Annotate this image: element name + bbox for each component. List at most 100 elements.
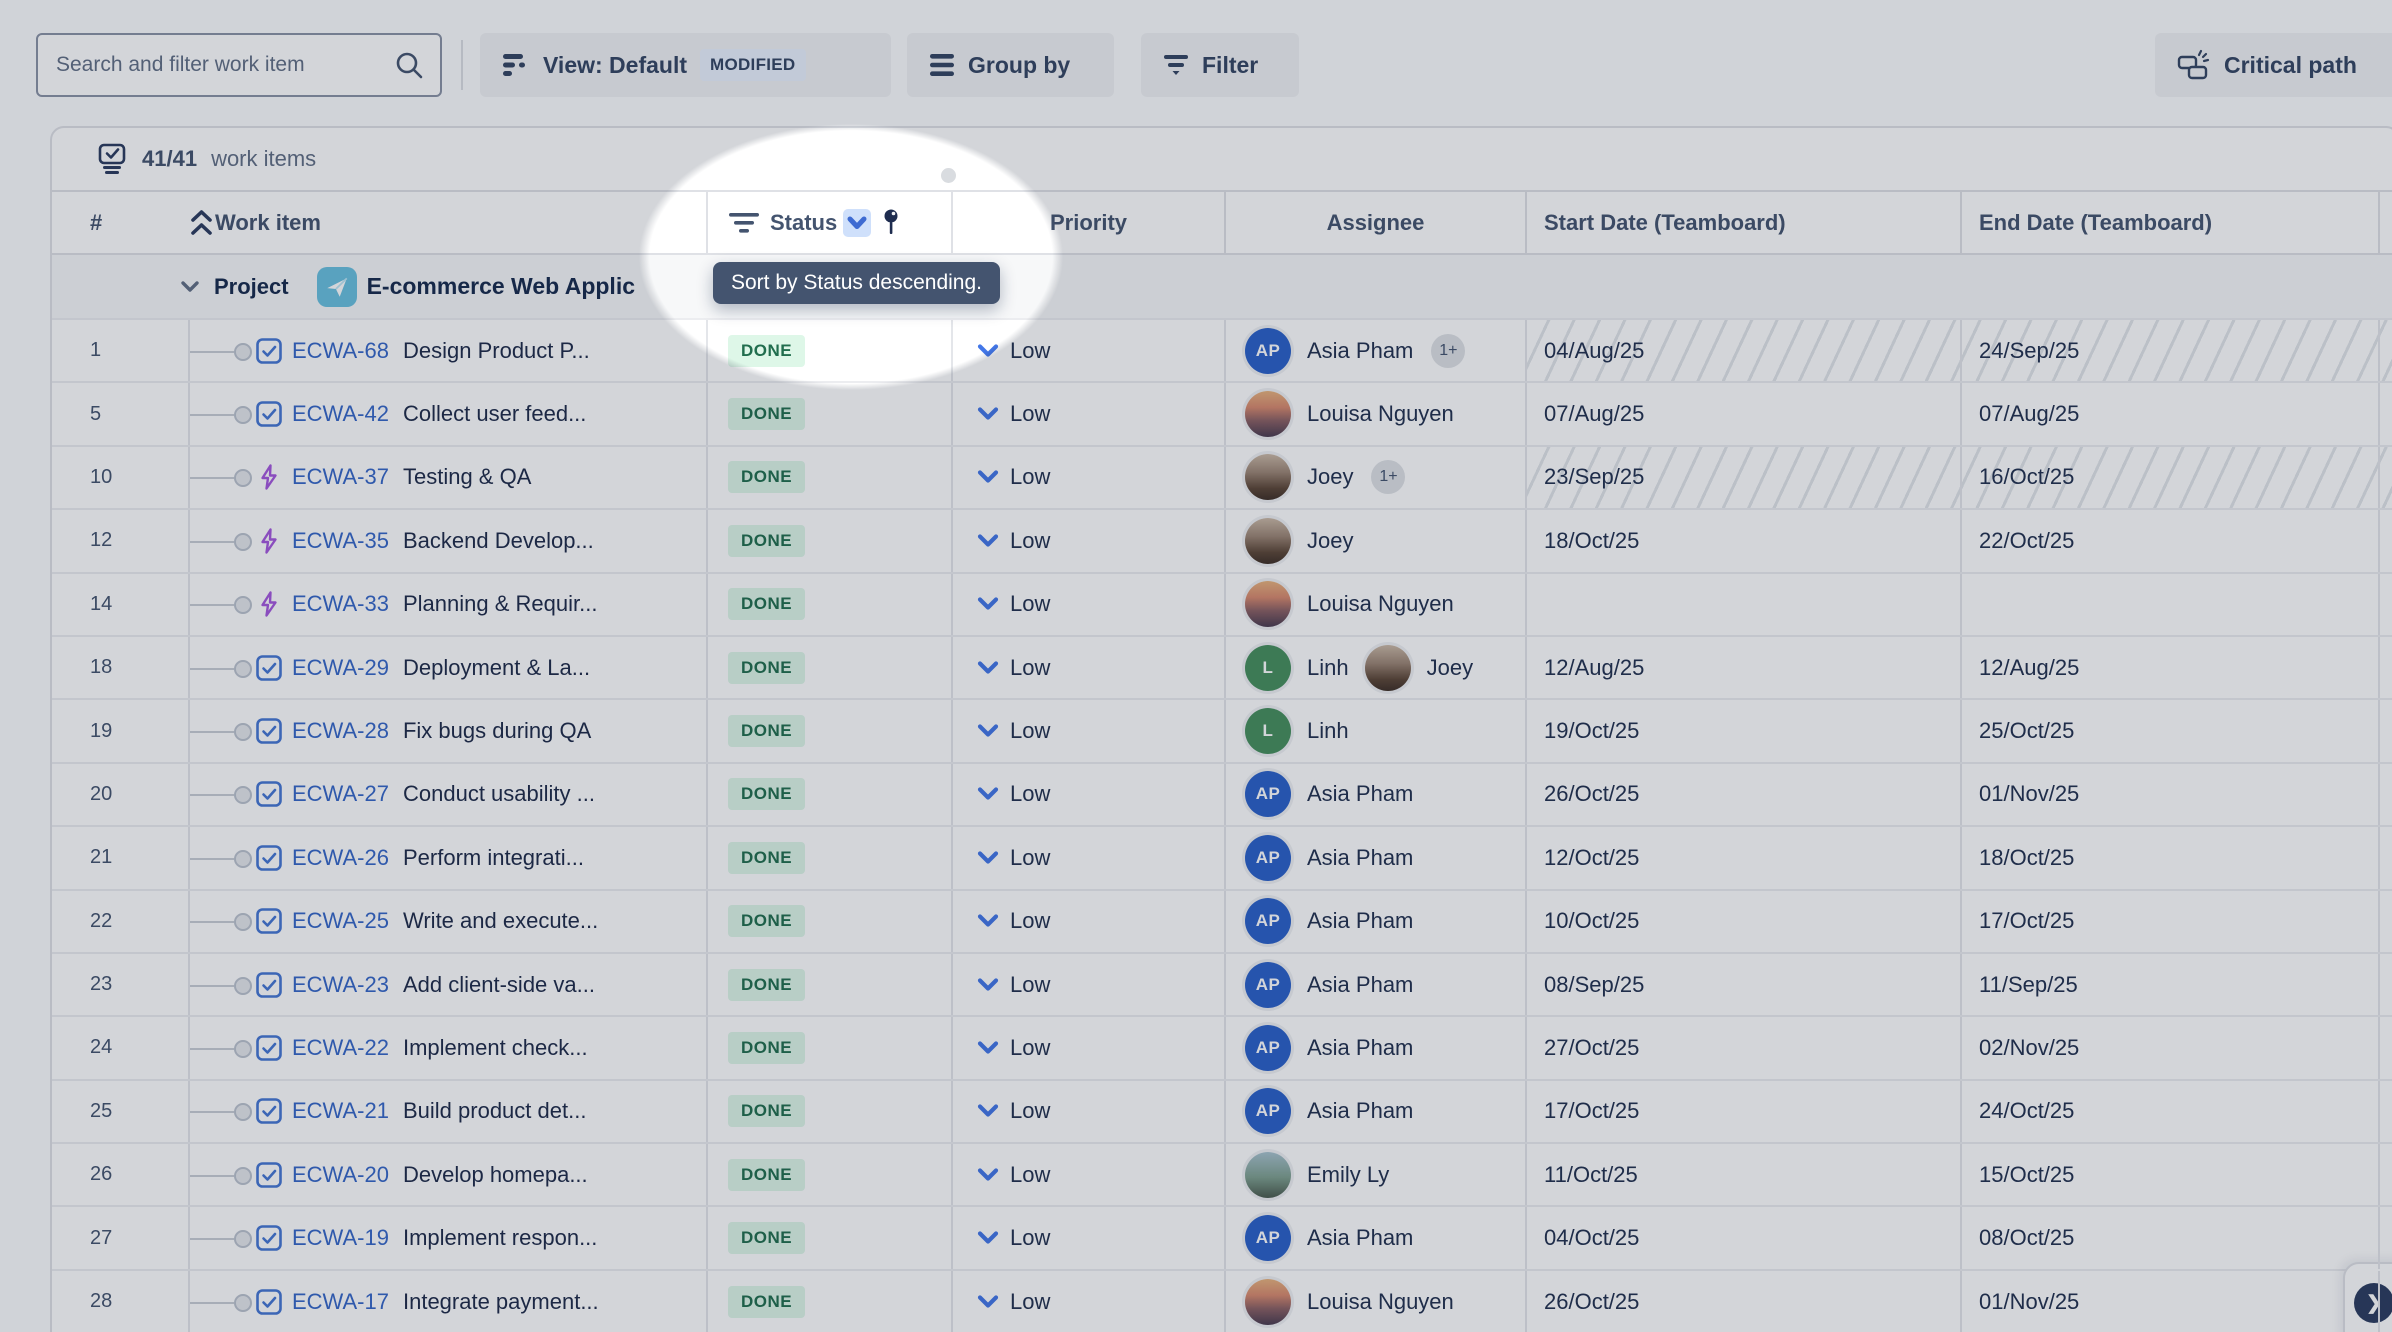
end-date-cell[interactable]: 22/Oct/25	[1960, 510, 2378, 572]
search-input[interactable]	[36, 33, 442, 97]
assignee-cell[interactable]: AP Asia Pham	[1224, 1207, 1525, 1269]
priority-cell[interactable]: Low	[951, 1207, 1224, 1269]
assignee-cell[interactable]: L Linh Joey	[1224, 636, 1525, 699]
work-item-summary[interactable]: Collect user feed...	[402, 401, 587, 427]
status-badge[interactable]: DONE	[728, 905, 806, 938]
status-badge[interactable]: DONE	[728, 1095, 806, 1128]
link-connector[interactable]	[190, 532, 252, 551]
work-item-summary[interactable]: Perform integrati...	[402, 844, 584, 870]
end-date-cell[interactable]: 08/Oct/25	[1960, 1207, 2378, 1269]
work-item-summary[interactable]: Write and execute...	[402, 908, 599, 934]
link-connector[interactable]	[190, 342, 252, 361]
link-connector[interactable]	[190, 1166, 252, 1185]
column-header-number[interactable]: #	[90, 209, 103, 235]
status-badge[interactable]: DONE	[728, 588, 806, 621]
collapse-chevron-icon[interactable]	[178, 279, 202, 295]
assignee-cell[interactable]: Louisa Nguyen	[1224, 1270, 1525, 1332]
status-badge[interactable]: DONE	[728, 1222, 806, 1255]
link-handle-icon[interactable]	[234, 1039, 252, 1058]
start-date-cell[interactable]: 17/Oct/25	[1525, 1080, 1960, 1143]
assignee-cell[interactable]: AP Asia Pham	[1224, 953, 1525, 1016]
assignee-cell[interactable]: Joey 1+	[1224, 446, 1525, 509]
start-date-cell[interactable]: 12/Oct/25	[1525, 827, 1960, 889]
status-badge[interactable]: DONE	[728, 968, 806, 1001]
link-handle-icon[interactable]	[234, 406, 252, 425]
status-badge[interactable]: DONE	[728, 841, 806, 874]
work-item-key-link[interactable]: ECWA-19	[292, 1225, 389, 1251]
group-row-project[interactable]: Project E-commerce Web Applic	[52, 255, 2392, 318]
assignee-cell[interactable]: Joey	[1224, 510, 1525, 572]
sort-descending-chip[interactable]	[843, 208, 872, 237]
end-date-cell[interactable]: 15/Oct/25	[1960, 1144, 2378, 1206]
end-date-cell[interactable]: 01/Nov/25	[1960, 763, 2378, 826]
column-header-end-date[interactable]: End Date (Teamboard)	[1960, 192, 2378, 253]
start-date-cell[interactable]: 11/Oct/25	[1525, 1144, 1960, 1206]
start-date-cell[interactable]: 18/Oct/25	[1525, 510, 1960, 572]
column-header-start-date[interactable]: Start Date (Teamboard)	[1525, 192, 1960, 253]
end-date-cell[interactable]: 25/Oct/25	[1960, 700, 2378, 762]
column-header-assignee[interactable]: Assignee	[1224, 192, 1525, 253]
assignee-cell[interactable]: AP Asia Pham	[1224, 827, 1525, 889]
link-connector[interactable]	[190, 849, 252, 868]
status-badge[interactable]: DONE	[728, 715, 806, 748]
work-item-key-link[interactable]: ECWA-28	[292, 718, 389, 744]
work-item-key-link[interactable]: ECWA-42	[292, 401, 389, 427]
start-date-cell[interactable]: 26/Oct/25	[1525, 1270, 1960, 1332]
work-item-summary[interactable]: Add client-side va...	[402, 971, 595, 997]
end-date-cell[interactable]: 24/Oct/25	[1960, 1080, 2378, 1143]
priority-cell[interactable]: Low	[951, 1144, 1224, 1206]
assignee-cell[interactable]: Emily Ly	[1224, 1144, 1525, 1206]
priority-cell[interactable]: Low	[951, 510, 1224, 572]
assignee-overflow-badge[interactable]: 1+	[1431, 333, 1466, 368]
start-date-cell[interactable]: 26/Oct/25	[1525, 763, 1960, 826]
end-date-cell[interactable]: 16/Oct/25	[1960, 446, 2378, 509]
link-connector[interactable]	[190, 723, 252, 742]
critical-path-button[interactable]: Critical path	[2155, 33, 2392, 97]
link-handle-icon[interactable]	[234, 469, 252, 488]
link-connector[interactable]	[190, 1103, 252, 1122]
priority-cell[interactable]: Low	[951, 636, 1224, 699]
link-connector[interactable]	[190, 786, 252, 805]
work-item-key-link[interactable]: ECWA-17	[292, 1288, 389, 1314]
work-item-summary[interactable]: Testing & QA	[402, 464, 532, 490]
end-date-cell[interactable]: 01/Nov/25	[1960, 1270, 2378, 1332]
end-date-cell[interactable]: 11/Sep/25	[1960, 953, 2378, 1016]
link-handle-icon[interactable]	[234, 1166, 252, 1185]
priority-cell[interactable]: Low	[951, 1270, 1224, 1332]
assignee-cell[interactable]: Louisa Nguyen	[1224, 573, 1525, 635]
link-connector[interactable]	[190, 976, 252, 995]
work-item-summary[interactable]: Planning & Requir...	[402, 591, 598, 617]
end-date-cell[interactable]: 07/Aug/25	[1960, 383, 2378, 445]
link-handle-icon[interactable]	[234, 1230, 252, 1249]
work-item-summary[interactable]: Conduct usability ...	[402, 781, 595, 807]
link-connector[interactable]	[190, 1039, 252, 1058]
work-item-summary[interactable]: Develop homepa...	[402, 1161, 588, 1187]
link-handle-icon[interactable]	[234, 723, 252, 742]
end-date-cell[interactable]	[1960, 573, 2378, 635]
column-header-status[interactable]: Status	[706, 192, 951, 253]
link-connector[interactable]	[190, 913, 252, 932]
column-header-work-item[interactable]: Work item	[188, 192, 706, 253]
link-connector[interactable]	[190, 659, 252, 678]
work-item-key-link[interactable]: ECWA-23	[292, 971, 389, 997]
status-badge[interactable]: DONE	[728, 524, 806, 557]
link-connector[interactable]	[190, 406, 252, 425]
link-connector[interactable]	[190, 1293, 252, 1312]
status-badge[interactable]: DONE	[728, 1285, 806, 1318]
priority-cell[interactable]: Low	[951, 573, 1224, 635]
end-date-cell[interactable]: 17/Oct/25	[1960, 890, 2378, 952]
work-item-key-link[interactable]: ECWA-25	[292, 908, 389, 934]
view-button[interactable]: View: Default MODIFIED	[480, 33, 891, 97]
priority-cell[interactable]: Low	[951, 827, 1224, 889]
assignee-overflow-badge[interactable]: 1+	[1371, 460, 1406, 495]
status-badge[interactable]: DONE	[728, 1031, 806, 1064]
start-date-cell[interactable]: 10/Oct/25	[1525, 890, 1960, 952]
end-date-cell[interactable]: 24/Sep/25	[1960, 320, 2378, 382]
priority-cell[interactable]: Low	[951, 763, 1224, 826]
end-date-cell[interactable]: 18/Oct/25	[1960, 827, 2378, 889]
work-item-summary[interactable]: Implement check...	[402, 1034, 588, 1060]
link-handle-icon[interactable]	[234, 596, 252, 615]
priority-cell[interactable]: Low	[951, 446, 1224, 509]
work-item-key-link[interactable]: ECWA-22	[292, 1034, 389, 1060]
priority-cell[interactable]: Low	[951, 320, 1224, 382]
